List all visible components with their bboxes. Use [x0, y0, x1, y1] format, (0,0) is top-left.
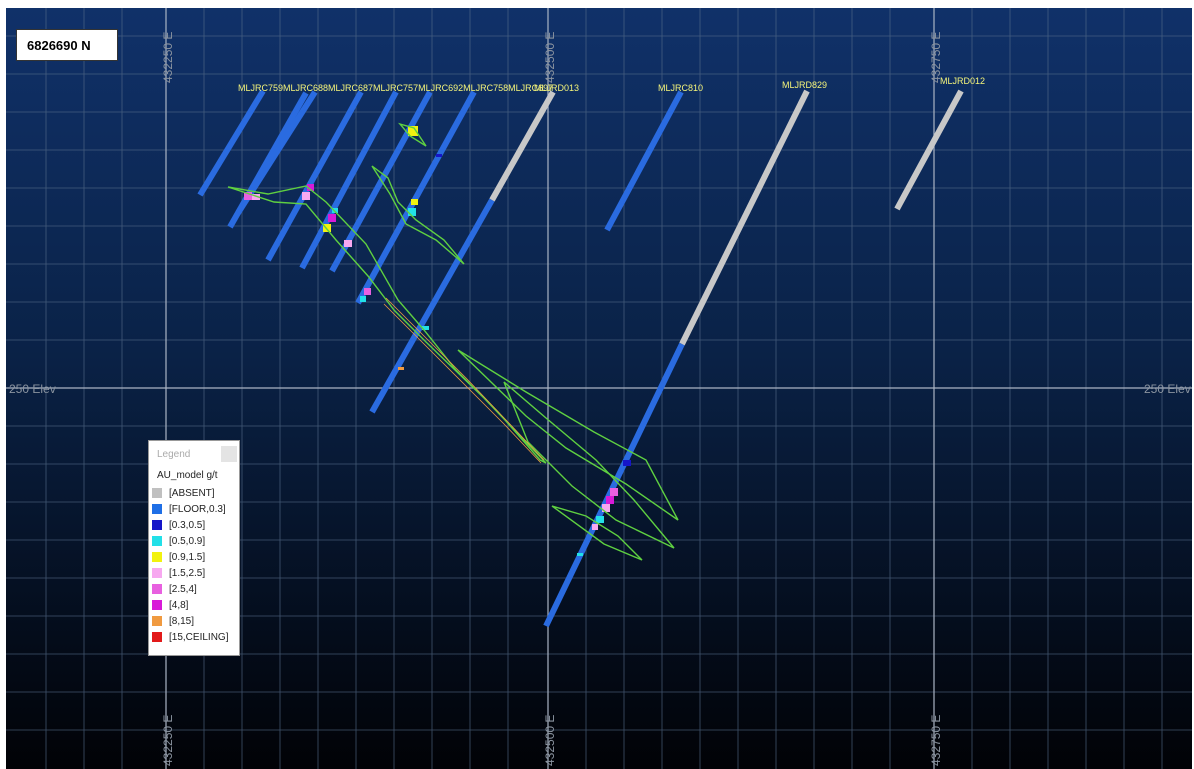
legend-label: [8,15] [169, 615, 195, 627]
elevation-label-right: 250 Elev [1144, 382, 1191, 396]
legend-label: [2.5,4] [169, 583, 197, 595]
drillhole-trace-mljrd013-lower[interactable] [369, 198, 495, 414]
legend-attribute: AU_model g/t [157, 470, 218, 481]
legend-label: [4,8] [169, 599, 189, 611]
legend-panel[interactable]: Legend AU_model g/t [ABSENT] [FLOOR,0.3][… [148, 440, 240, 656]
legend-close-button[interactable] [221, 446, 237, 462]
hole-label-mljrd829[interactable]: MLJRD829 [782, 80, 827, 90]
easting-label-top-3: 432750 E [929, 32, 943, 83]
easting-label-top-2: 432500 E [543, 32, 557, 83]
hole-labels-cluster[interactable]: MLJRC759MLJRC688MLJRC687MLJRC757MLJRC692… [238, 83, 553, 93]
major-grid-lines [6, 8, 1192, 769]
hole-label-mljrd013[interactable]: MLJRD013 [534, 83, 579, 93]
legend-item: [0.3,0.5] [149, 517, 239, 533]
legend-swatch [152, 616, 162, 626]
legend-item: [4,8] [149, 597, 239, 613]
legend-label: [ABSENT] [169, 487, 215, 499]
easting-label-bottom-2: 432500 E [543, 715, 557, 766]
drillhole-trace-mljrd013-upper[interactable] [489, 90, 556, 202]
legend-label: [1.5,2.5] [169, 567, 206, 579]
legend-items: [ABSENT] [FLOOR,0.3] [0.3,0.5] [0.5,0.9] [0.… [149, 485, 239, 645]
legend-item: [0.5,0.9] [149, 533, 239, 549]
drillhole-trace-mljrd829-upper[interactable] [679, 89, 810, 346]
legend-label: [15,CEILING] [169, 631, 229, 643]
legend-swatch [152, 584, 162, 594]
legend-item: [8,15] [149, 613, 239, 629]
legend-label: [0.9,1.5] [169, 551, 206, 563]
legend-swatch [152, 568, 162, 578]
easting-label-top-1: 432250 E [161, 32, 175, 83]
legend-item: [1.5,2.5] [149, 565, 239, 581]
drillhole-trace-mljrc759[interactable] [197, 89, 266, 197]
drillhole-traces[interactable] [197, 89, 964, 628]
legend-item: [0.9,1.5] [149, 549, 239, 565]
easting-label-bottom-3: 432750 E [929, 715, 943, 766]
drillhole-trace-mljrd829-lower[interactable] [543, 342, 685, 628]
drillhole-trace-mljrc757[interactable] [265, 90, 364, 262]
drillhole-trace-mljrc692[interactable] [299, 90, 399, 270]
legend-header: Legend [149, 441, 239, 467]
grade-intervals [244, 126, 631, 556]
elevation-label-left: 250 Elev [9, 382, 56, 396]
legend-swatch [152, 536, 162, 546]
high-grade-wireframe [383, 297, 545, 464]
legend-swatch [152, 632, 162, 642]
legend-swatch [152, 520, 162, 530]
legend-label: [FLOOR,0.3] [169, 503, 226, 515]
legend-item: [2.5,4] [149, 581, 239, 597]
legend-swatch [152, 552, 162, 562]
legend-swatch [152, 488, 162, 498]
drillhole-trace-mljrd012[interactable] [894, 89, 964, 211]
legend-label: [0.5,0.9] [169, 535, 206, 547]
drillhole-trace-mljrc810[interactable] [604, 90, 684, 232]
section-northing-label: 6826690 N [16, 29, 118, 61]
legend-title: Legend [157, 448, 191, 460]
drillhole-trace-mljrc697[interactable] [355, 90, 477, 305]
easting-label-bottom-1: 432250 E [161, 715, 175, 766]
legend-swatch [152, 600, 162, 610]
hole-label-mljrd012[interactable]: MLJRD012 [940, 76, 985, 86]
legend-item: [ABSENT] [149, 485, 239, 501]
ore-wireframes [227, 122, 679, 561]
legend-item: [15,CEILING] [149, 629, 239, 645]
legend-item: [FLOOR,0.3] [149, 501, 239, 517]
legend-label: [0.3,0.5] [169, 519, 206, 531]
hole-label-mljrc810[interactable]: MLJRC810 [658, 83, 703, 93]
legend-swatch [152, 504, 162, 514]
